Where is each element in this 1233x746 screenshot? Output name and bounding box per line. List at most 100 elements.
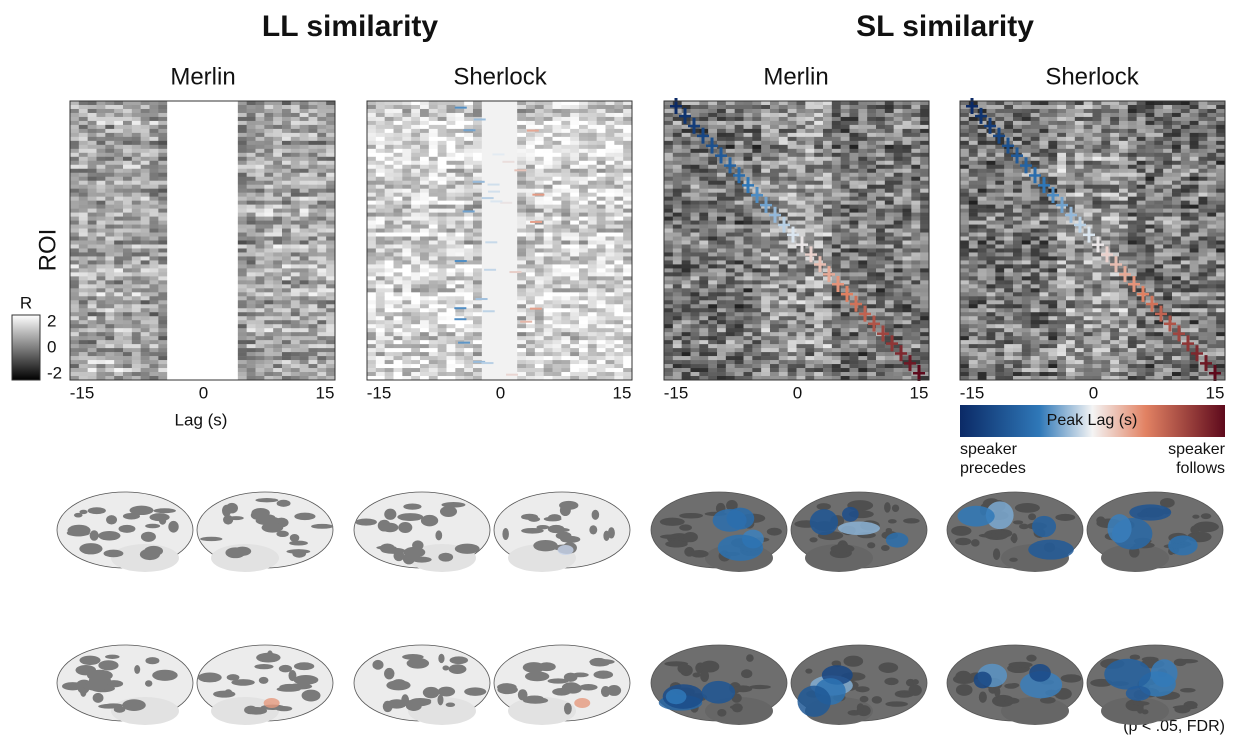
heatmap-cell xyxy=(203,300,212,304)
heatmap-cell xyxy=(464,181,473,185)
heatmap-cell xyxy=(309,217,318,221)
heatmap-cell xyxy=(447,336,456,340)
heatmap-cell xyxy=(132,157,141,161)
heatmap-cell xyxy=(500,129,509,133)
heatmap-cell xyxy=(300,264,309,268)
heatmap-cell xyxy=(411,352,420,356)
heatmap-cell xyxy=(614,161,623,165)
heatmap-cell xyxy=(570,209,579,213)
heatmap-cell xyxy=(70,308,79,312)
heatmap-cell xyxy=(123,113,132,117)
heatmap-cell xyxy=(256,332,265,336)
heatmap-cell xyxy=(167,189,176,193)
heatmap-cell xyxy=(394,113,403,117)
heatmap-cell xyxy=(79,205,88,209)
heatmap-cell xyxy=(256,280,265,284)
heatmap-cell xyxy=(420,197,429,201)
heatmap-cell xyxy=(447,360,456,364)
heatmap-cell xyxy=(203,244,212,248)
heatmap-cell xyxy=(473,320,482,324)
heatmap-cell xyxy=(282,229,291,233)
heatmap-cell xyxy=(105,336,114,340)
heatmap-cell xyxy=(920,105,929,109)
heatmap-cell xyxy=(420,332,429,336)
heatmap-cell xyxy=(779,129,788,133)
heatmap-cell xyxy=(264,205,273,209)
heatmap-cell xyxy=(752,169,761,173)
heatmap-cell xyxy=(699,149,708,153)
heatmap-cell xyxy=(411,185,420,189)
heatmap-cell xyxy=(256,105,265,109)
heatmap-cell xyxy=(911,137,920,141)
heatmap-cell xyxy=(885,129,894,133)
heatmap-cell xyxy=(544,252,553,256)
heatmap-cell xyxy=(606,165,615,169)
heatmap-cell xyxy=(185,316,194,320)
heatmap-cell xyxy=(203,280,212,284)
heatmap-cell xyxy=(858,137,867,141)
heatmap-cell xyxy=(597,153,606,157)
heatmap-cell xyxy=(367,101,376,105)
heatmap-cell xyxy=(500,125,509,129)
heatmap-cell xyxy=(385,233,394,237)
heatmap-cell xyxy=(402,201,411,205)
heatmap-cell xyxy=(123,332,132,336)
heatmap-cell xyxy=(623,256,632,260)
heatmap-cell xyxy=(561,272,570,276)
heatmap-cell xyxy=(194,209,203,213)
heatmap-cell xyxy=(561,161,570,165)
heatmap-cell xyxy=(447,260,456,264)
heatmap-cell xyxy=(526,284,535,288)
heatmap-cell xyxy=(402,213,411,217)
heatmap-cell xyxy=(317,348,326,352)
sulcus xyxy=(98,531,120,540)
heatmap-cell xyxy=(114,372,123,376)
heatmap-cell xyxy=(394,105,403,109)
heatmap-cell xyxy=(229,272,238,276)
heatmap-cell xyxy=(761,157,770,161)
heatmap-cell xyxy=(176,252,185,256)
heatmap-cell xyxy=(579,264,588,268)
heatmap-cell xyxy=(229,312,238,316)
heatmap-cell xyxy=(97,181,106,185)
heatmap-cell xyxy=(920,141,929,145)
heatmap-cell xyxy=(438,356,447,360)
heatmap-cell xyxy=(150,197,159,201)
heatmap-cell xyxy=(411,177,420,181)
heatmap-cell xyxy=(508,121,517,125)
heatmap-cell xyxy=(779,149,788,153)
heatmap-cell xyxy=(464,117,473,121)
heatmap-cell xyxy=(229,356,238,360)
heatmap-cell xyxy=(553,177,562,181)
heatmap-cell xyxy=(194,360,203,364)
heatmap-cell xyxy=(544,193,553,197)
heatmap-cell xyxy=(158,348,167,352)
heatmap-cell xyxy=(132,324,141,328)
heatmap-cell xyxy=(535,348,544,352)
heatmap-cell xyxy=(614,117,623,121)
heatmap-cell xyxy=(300,133,309,137)
heatmap-cell xyxy=(238,185,247,189)
heatmap-cell xyxy=(291,264,300,268)
heatmap-cell xyxy=(920,125,929,129)
heatmap-cell xyxy=(394,300,403,304)
heatmap-cell xyxy=(141,280,150,284)
heatmap-cell xyxy=(805,113,814,117)
heatmap-cell xyxy=(420,225,429,229)
heatmap-cell xyxy=(273,217,282,221)
heatmap-cell xyxy=(500,276,509,280)
heatmap-cell xyxy=(570,201,579,205)
heatmap-cell xyxy=(473,308,482,312)
heatmap-cell xyxy=(588,340,597,344)
heatmap-cell xyxy=(114,193,123,197)
heatmap-cell xyxy=(273,292,282,296)
heatmap-cell xyxy=(317,284,326,288)
heatmap-cell xyxy=(211,165,220,169)
heatmap-cell xyxy=(597,197,606,201)
heatmap-cell xyxy=(220,101,229,105)
heatmap-cell xyxy=(797,169,806,173)
heatmap-cell xyxy=(150,101,159,105)
heatmap-cell xyxy=(158,344,167,348)
heatmap-cell xyxy=(70,209,79,213)
heatmap-cell xyxy=(385,241,394,245)
